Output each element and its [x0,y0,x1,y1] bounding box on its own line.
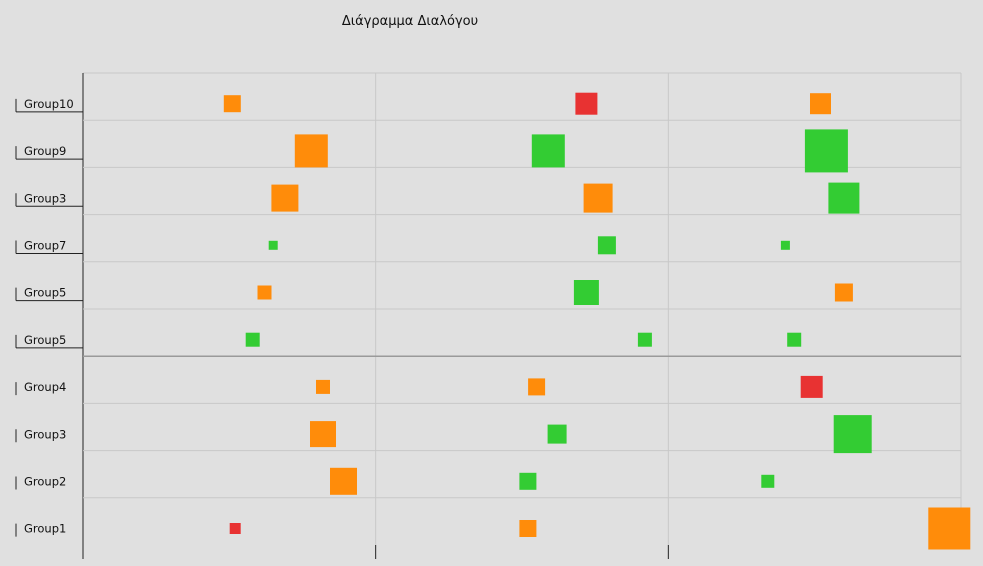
data-mark-orange [519,520,537,537]
data-mark-green [787,332,802,347]
data-mark-green [597,236,616,255]
data-mark-red [800,375,823,398]
row-label-1: Group1 [24,522,66,536]
data-mark-orange [583,183,613,213]
data-mark-orange [223,95,241,113]
data-mark-orange [316,379,330,394]
data-mark-green [573,280,599,305]
data-mark-orange [257,285,272,300]
data-mark-orange [294,134,328,168]
data-mark-orange [528,378,546,396]
data-mark-red [229,523,241,534]
data-mark-green [761,474,775,488]
data-mark-orange [330,467,357,495]
data-mark-orange [928,507,971,550]
data-mark-green [804,129,848,173]
row-label-5: Group5 [24,333,66,347]
row-label-10: Group10 [24,97,74,111]
data-mark-green [531,134,565,168]
data-mark-green [780,240,790,250]
data-mark-green [828,182,860,214]
chart-title: Διάγραμμα Διαλόγου [342,14,478,29]
row-label-6: Group5 [24,286,66,300]
data-mark-orange [310,421,336,448]
data-mark-green [547,424,567,444]
row-label-4: Group4 [24,380,66,394]
row-label-8: Group3 [24,191,66,205]
data-mark-green [519,472,537,490]
row-label-7: Group7 [24,238,66,252]
data-mark-red [575,92,598,115]
row-label-2: Group2 [24,474,66,488]
row-label-3: Group3 [24,427,66,441]
grid [82,72,962,559]
data-mark-green [268,240,278,250]
data-marks [223,92,971,550]
data-mark-green [833,415,872,454]
row-labels: Group1 Group2 Group3 Group4 Group5 Group5 Grou… [15,97,83,537]
row-label-9: Group9 [24,144,66,158]
data-mark-orange [271,184,299,212]
data-mark-green [637,332,652,347]
data-mark-orange [834,283,853,302]
data-mark-orange [810,93,831,115]
data-mark-green [245,332,260,347]
